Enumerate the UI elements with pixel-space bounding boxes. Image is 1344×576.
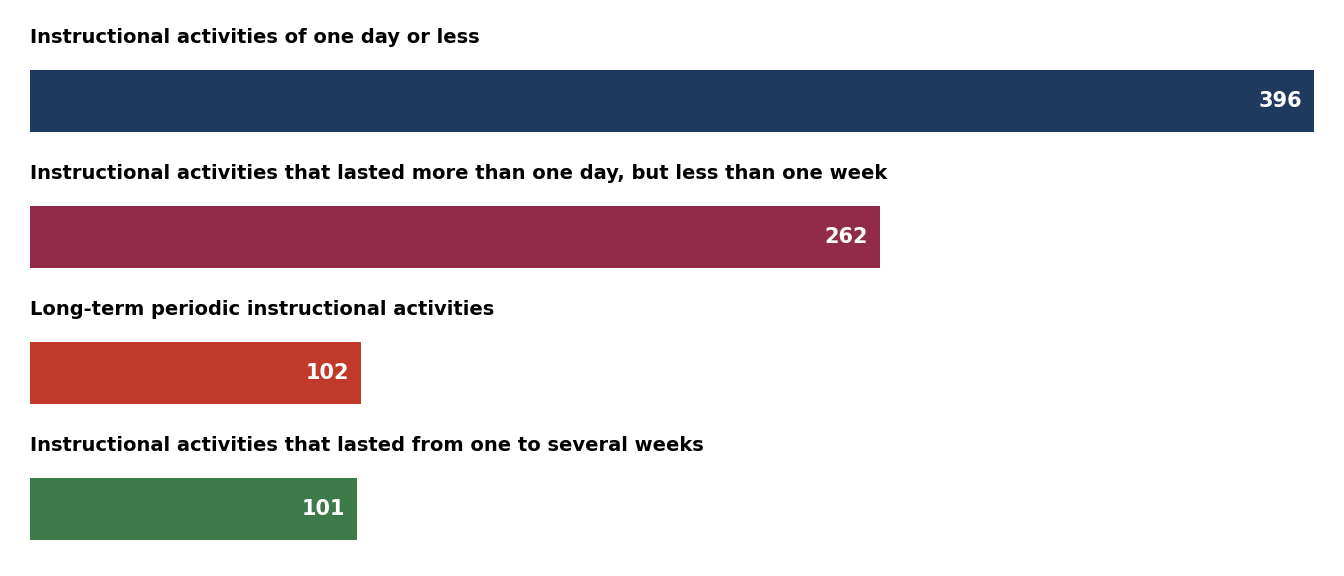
Text: Instructional activities of one day or less: Instructional activities of one day or l…: [30, 28, 480, 47]
Text: Instructional activities that lasted from one to several weeks: Instructional activities that lasted fro…: [30, 436, 704, 455]
Text: 262: 262: [824, 227, 867, 247]
Text: 102: 102: [305, 363, 348, 383]
Text: 396: 396: [1258, 91, 1302, 111]
Text: Instructional activities that lasted more than one day, but less than one week: Instructional activities that lasted mor…: [30, 164, 887, 183]
Text: 101: 101: [302, 499, 345, 519]
Text: Long-term periodic instructional activities: Long-term periodic instructional activit…: [30, 300, 495, 319]
